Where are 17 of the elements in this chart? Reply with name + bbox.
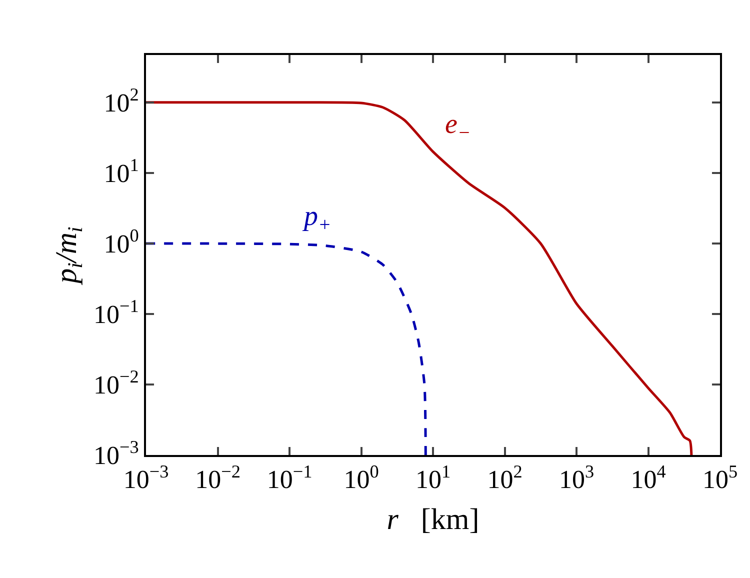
x-tick-label: 10$^{1}$	[415, 461, 451, 494]
y-tick-label: 10$^{−3}$	[93, 437, 139, 470]
y-tick-label: 10$^{−2}$	[93, 366, 139, 400]
x-tick-label: 10$^{2}$	[487, 461, 522, 494]
x-tick-label: 10$^{5}$	[702, 461, 738, 494]
x-tick-label: 10$^{0}$	[344, 461, 379, 494]
y-tick-label: 10$^{1}$	[104, 155, 139, 188]
x-tick-label: 10$^{4}$	[630, 461, 666, 494]
y-tick-label: 10$^{2}$	[104, 84, 139, 118]
x-tick-label: 10$^{−2}$	[195, 461, 240, 494]
series-label: e$_{−}$	[445, 109, 471, 144]
y-tick-label: 10$^{−1}$	[93, 296, 139, 330]
x-axis-title: r [km]	[386, 503, 480, 536]
y-tick-label: 10$^{0}$	[104, 226, 139, 259]
x-tick-label: 10$^{−1}$	[266, 461, 312, 494]
series-label: p$_{+}$	[302, 201, 332, 236]
x-tick-label: 10$^{3}$	[558, 461, 594, 494]
